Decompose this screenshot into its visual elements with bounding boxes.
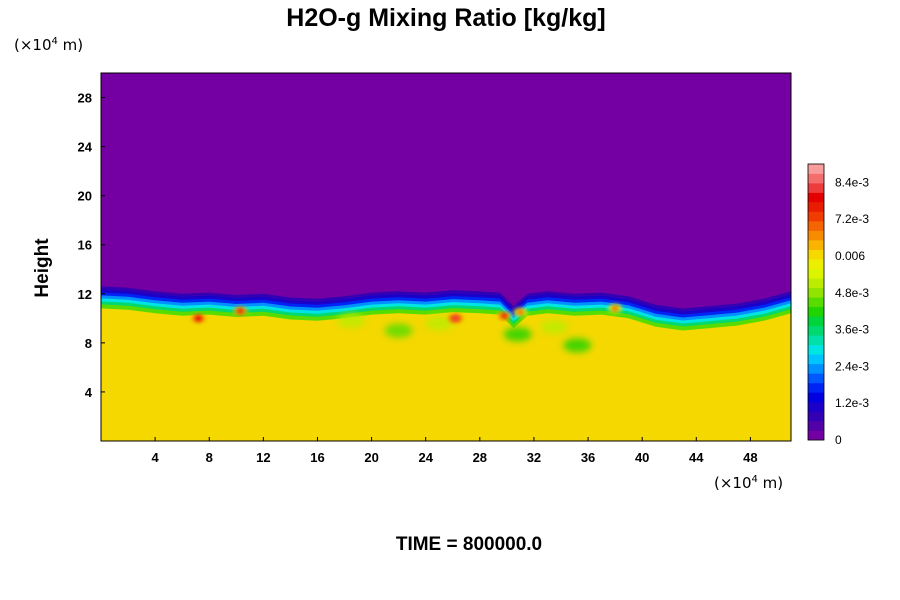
colorbar-cell-6: [808, 373, 824, 384]
colorbar-tick-label-5: 0.006: [835, 249, 865, 263]
colorbar-cell-17: [808, 268, 824, 279]
x-unit-exponent: 4: [752, 474, 758, 485]
colorbar-cell-25: [808, 192, 824, 203]
colorbar-tick-label-6: 7.2e-3: [835, 212, 869, 226]
x-tick-label-0: 4: [152, 450, 160, 465]
colorbar-cell-0: [808, 430, 824, 441]
colorbar-tick-label-0: 0: [835, 433, 842, 447]
dry-patch-4: [425, 316, 454, 331]
dry-patch-2: [563, 338, 592, 353]
y-unit-suffix: m): [58, 36, 83, 54]
anomaly-2: [451, 315, 459, 322]
dry-patch-1: [503, 327, 532, 342]
colorbar-cell-12: [808, 316, 824, 327]
dry-patch-5: [540, 319, 569, 334]
colorbar-tick-label-4: 4.8e-3: [835, 286, 869, 300]
anomaly-1: [236, 307, 244, 314]
colorbar-cell-11: [808, 325, 824, 336]
y-tick-label-6: 28: [78, 91, 92, 106]
colorbar-cell-7: [808, 363, 824, 374]
plot-frame: [100, 72, 792, 442]
y-tick-label-3: 16: [78, 238, 92, 253]
colorbar-cell-28: [808, 164, 824, 174]
colorbar-cell-8: [808, 354, 824, 365]
colorbar-cell-9: [808, 344, 824, 355]
y-unit-prefix: (×10: [14, 36, 52, 54]
x-tick-label-7: 32: [527, 450, 541, 465]
anomaly-4: [516, 309, 524, 316]
colorbar-cell-2: [808, 411, 824, 422]
x-tick-label-11: 48: [743, 450, 757, 465]
x-tick-label-3: 16: [310, 450, 324, 465]
moisture-band-7: [101, 308, 791, 441]
x-tick-label-1: 8: [206, 450, 213, 465]
colorbar-cell-18: [808, 259, 824, 269]
dry-patch-3: [337, 313, 366, 328]
x-unit-suffix: m): [758, 474, 783, 492]
x-tick-label-4: 20: [364, 450, 378, 465]
x-tick-label-8: 36: [581, 450, 595, 465]
colorbar-cell-26: [808, 183, 824, 193]
colorbar-cell-20: [808, 240, 824, 250]
y-tick-label-2: 12: [78, 287, 92, 302]
colorbar-cell-15: [808, 287, 824, 298]
colorbar-cell-1: [808, 420, 824, 431]
colorbar-cell-13: [808, 306, 824, 317]
x-tick-label-10: 44: [689, 450, 704, 465]
colorbar-cell-24: [808, 202, 824, 212]
x-unit-prefix: (×10: [714, 474, 752, 492]
plot-area: [101, 73, 791, 441]
colorbar-cell-3: [808, 401, 824, 412]
colorbar-tick-label-7: 8.4e-3: [835, 175, 869, 189]
colorbar-frame: [807, 163, 825, 441]
y-tick-label-5: 24: [78, 140, 93, 155]
time-label: TIME = 800000.0: [396, 534, 542, 555]
colorbar-cell-21: [808, 230, 824, 241]
y-axis-unit: (×104 m): [14, 36, 83, 54]
colorbar-tick-label-2: 2.4e-3: [835, 359, 869, 373]
chart-title: H2O-g Mixing Ratio [kg/kg]: [286, 4, 605, 32]
colorbar-cell-14: [808, 297, 824, 308]
colorbar-cell-16: [808, 278, 824, 289]
colorbar: 0 1.2e-3 2.4e-3 3.6e-3 4.8e-3 0.006 7.2e-3 8.4e…: [807, 163, 869, 447]
colorbar-cell-23: [808, 211, 824, 222]
y-axis: 4 8 12 16 20 24 28: [78, 91, 105, 400]
colorbar-tick-label-3: 3.6e-3: [835, 323, 869, 337]
colorbar-cell-19: [808, 249, 824, 260]
dry-patch-0: [384, 323, 413, 338]
x-tick-label-2: 12: [256, 450, 270, 465]
x-tick-label-9: 40: [635, 450, 649, 465]
colorbar-cell-27: [808, 173, 824, 184]
y-tick-label-1: 8: [85, 336, 92, 351]
colorbar-cell-22: [808, 221, 824, 231]
colorbar-cell-4: [808, 392, 824, 403]
x-axis: 4 8 12 16 20 24 28 32 36 40 44 48: [152, 437, 758, 465]
x-axis-unit: (×104 m): [714, 474, 783, 492]
anomaly-3: [500, 312, 508, 319]
colorbar-tick-label-1: 1.2e-3: [835, 396, 869, 410]
x-tick-label-5: 24: [418, 450, 433, 465]
y-axis-label: Height: [32, 238, 53, 298]
colorbar-cell-10: [808, 335, 824, 346]
colorbar-cell-5: [808, 382, 824, 393]
anomaly-0: [194, 315, 202, 322]
y-tick-label-4: 20: [78, 189, 92, 204]
anomaly-5: [611, 305, 619, 312]
y-tick-label-0: 4: [85, 385, 93, 400]
y-unit-exponent: 4: [52, 36, 58, 47]
x-tick-label-6: 28: [473, 450, 487, 465]
